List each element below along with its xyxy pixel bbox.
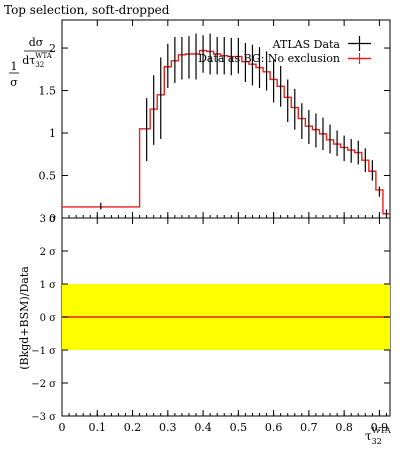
data-series [100, 33, 388, 217]
x-tick-label: 0.9 [371, 421, 389, 434]
bottom-y-tick-label: 3 σ [40, 214, 57, 225]
x-tick-label: 0.2 [124, 421, 142, 434]
bottom-band [62, 284, 390, 350]
legend-label-prediction: Data as BG: No exclusion [198, 52, 340, 65]
x-tick-label: 0.1 [89, 421, 107, 434]
top-y-ticks: 0 0.5 1 1.5 2 [39, 42, 390, 225]
legend-label-data: ATLAS Data [272, 38, 341, 51]
top-y-tick-label: 0.5 [39, 170, 57, 183]
bottom-y-tick-label: 2 σ [40, 247, 57, 258]
legend-marker-data [348, 36, 371, 51]
x-tick-label: 0.3 [159, 421, 177, 434]
x-tick-label: 0.6 [265, 421, 283, 434]
top-y-tick-label: 1 [49, 127, 56, 140]
legend: ATLAS Data Data as BG: No exclusion [198, 36, 371, 65]
svg-text:dσ: dσ [29, 36, 44, 49]
x-tick-label: 0.7 [300, 421, 318, 434]
x-tick-label: 0.8 [335, 421, 353, 434]
bottom-y-tick-label: −3 σ [31, 412, 56, 423]
bottom-y-tick-label: 1 σ [40, 280, 57, 291]
chart-title: Top selection, soft-dropped [4, 3, 170, 17]
bottom-y-tick-label: −2 σ [31, 379, 56, 390]
top-ylabel: 1 σ dσ dτ32WTA [9, 36, 53, 89]
x-tick-label: 0 [59, 421, 66, 434]
top-y-tick-label: 0 [49, 212, 56, 225]
x-ticks: 0 0.1 0.2 0.3 0.4 0.5 0.6 0.7 0.8 0.9 [59, 20, 389, 434]
bottom-y-tick-label: −1 σ [31, 346, 56, 357]
top-y-tick-label: 1.5 [39, 85, 57, 98]
x-tick-label: 0.4 [194, 421, 212, 434]
bottom-y-ticks: −3 σ −2 σ −1 σ 0 σ 1 σ 2 σ 3 σ [31, 214, 390, 423]
svg-text:σ: σ [10, 76, 18, 89]
top-y-tick-label: 2 [49, 42, 56, 55]
svg-text:1: 1 [11, 60, 18, 73]
bottom-y-tick-label: 0 σ [40, 313, 57, 324]
bottom-ylabel: (Bkgd+BSM)/Data [18, 266, 31, 370]
prediction-series [62, 49, 390, 215]
legend-marker-prediction [348, 53, 371, 64]
top-panel-frame [61, 19, 391, 219]
prediction-step-line [62, 49, 390, 215]
x-tick-label: 0.5 [230, 421, 248, 434]
